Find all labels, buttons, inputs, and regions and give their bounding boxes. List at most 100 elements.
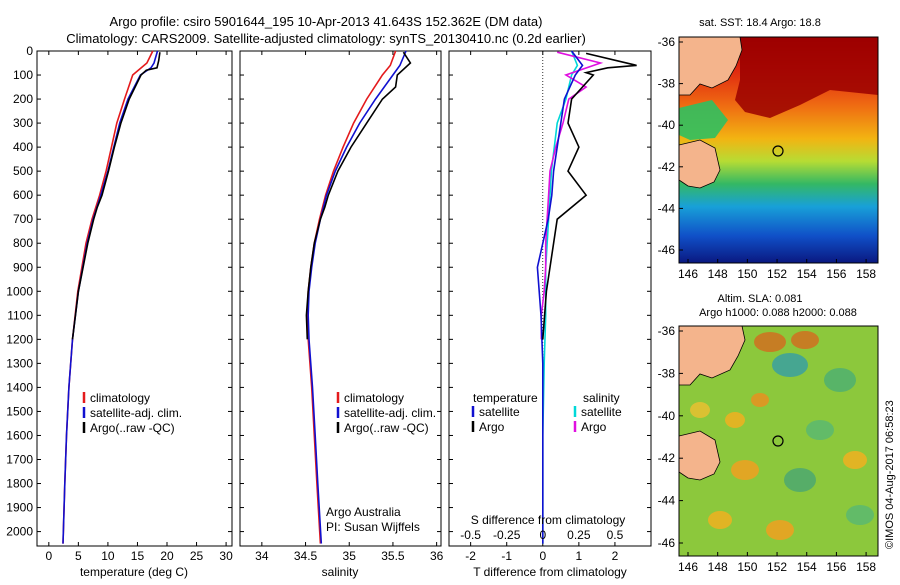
sal-argo-line bbox=[305, 51, 412, 340]
tasmania bbox=[679, 430, 721, 481]
x-tick-label: 20 bbox=[160, 549, 174, 563]
mainland-australia bbox=[679, 37, 743, 96]
x-tick-label: 0 bbox=[539, 549, 546, 563]
depth-tick-label: 1900 bbox=[6, 501, 33, 515]
temp-climatology-legend-label: climatology bbox=[90, 391, 150, 405]
figure-title-line1: Argo profile: csiro 5901644_195 10-Apr-2… bbox=[110, 14, 543, 29]
map-lon-label: 158 bbox=[856, 267, 876, 281]
figure-title-line2: Climatology: CARS2009. Satellite-adjuste… bbox=[66, 31, 586, 46]
sal-note-group: Argo Australia bbox=[326, 505, 401, 519]
sst-map-frame bbox=[678, 36, 879, 264]
x-tick-label: 0 bbox=[45, 549, 52, 563]
map-lon-label: 152 bbox=[767, 560, 787, 574]
depth-tick-label: 100 bbox=[13, 68, 33, 82]
depth-tick-label: 1600 bbox=[6, 428, 33, 442]
map-lat-label: -36 bbox=[658, 324, 676, 338]
sal-argo-legend-label: Argo(..raw -QC) bbox=[344, 421, 429, 435]
map-lon-label: 152 bbox=[767, 267, 787, 281]
s-diff-tick-label: 0.5 bbox=[607, 528, 624, 542]
x-tick-label: 34.5 bbox=[294, 549, 318, 563]
x-tick-label: 1 bbox=[576, 549, 583, 563]
s-diff-tick-label: 0 bbox=[539, 528, 546, 542]
temp-argo-legend-label: Argo(..raw -QC) bbox=[90, 421, 175, 435]
sla-eddy bbox=[708, 511, 732, 529]
depth-tick-label: 600 bbox=[13, 188, 33, 202]
sla-map-title1: Altim. SLA: 0.081 bbox=[718, 293, 803, 305]
diff-temp-argo-legend-label: Argo bbox=[479, 420, 505, 434]
depth-tick-label: 900 bbox=[13, 260, 33, 274]
temperature-panel-frame bbox=[36, 50, 233, 547]
x-tick-label: -2 bbox=[465, 549, 476, 563]
map-lon-label: 146 bbox=[678, 267, 698, 281]
depth-tick-label: 800 bbox=[13, 236, 33, 250]
map-lon-label: 148 bbox=[708, 560, 728, 574]
map-lon-label: 150 bbox=[737, 267, 757, 281]
sla-eddy bbox=[846, 505, 874, 525]
sal-climatology-legend-label: climatology bbox=[344, 391, 404, 405]
sla-map-frame bbox=[678, 325, 879, 557]
map-lat-label: -42 bbox=[658, 160, 676, 174]
difference-panel: -2 -1 0 1 2 -0.5 -0.25 0 0.25 0.5S difference fro… bbox=[448, 50, 652, 579]
map-lat-label: -36 bbox=[658, 35, 676, 49]
map-lon-label: 156 bbox=[826, 267, 846, 281]
map-lat-label: -42 bbox=[658, 451, 676, 465]
argo-position-marker bbox=[772, 435, 784, 447]
x-tick-label: 15 bbox=[131, 549, 145, 563]
warm-core-eddy bbox=[735, 37, 878, 118]
map-lat-label: -38 bbox=[658, 77, 676, 91]
map-lat-label: -38 bbox=[658, 366, 676, 380]
depth-tick-label: 1300 bbox=[6, 356, 33, 370]
map-lon-label: 154 bbox=[797, 560, 817, 574]
salinity-panel-frame bbox=[239, 50, 442, 547]
map-lat-label: -46 bbox=[658, 536, 676, 550]
x-tick-label: 25 bbox=[190, 549, 204, 563]
sst-map-title: sat. SST: 18.4 Argo: 18.8 bbox=[699, 17, 821, 29]
sla-eddy bbox=[766, 520, 794, 540]
sla-eddies bbox=[690, 331, 874, 540]
tasmania bbox=[679, 139, 721, 189]
map-lon-label: 156 bbox=[826, 560, 846, 574]
sla-eddy bbox=[690, 402, 710, 418]
temp-satellite-legend-label: satellite-adj. clim. bbox=[90, 406, 182, 420]
sla-eddy bbox=[754, 332, 786, 352]
map-lat-label: -44 bbox=[658, 201, 676, 215]
legend-salinity-title: salinity bbox=[583, 391, 620, 405]
depth-tick-label: 300 bbox=[13, 116, 33, 130]
s-diff-tick-label: 0.25 bbox=[567, 528, 591, 542]
t-diff-xlabel: T difference from climatology bbox=[473, 565, 627, 579]
legend-temperature-title: temperature bbox=[473, 391, 538, 405]
temperature-panel: 0100200300400500600700800900100011001200… bbox=[6, 44, 233, 579]
imos-stamp: ©IMOS 04-Aug-2017 06:58:23 bbox=[884, 400, 896, 549]
map-lat-label: -46 bbox=[658, 243, 676, 257]
sla-eddy bbox=[843, 451, 867, 469]
difference-panel-frame bbox=[448, 50, 652, 547]
sla-eddy bbox=[725, 412, 745, 428]
depth-tick-label: 0 bbox=[26, 44, 33, 58]
depth-tick-label: 1800 bbox=[6, 477, 33, 491]
x-tick-label: 2 bbox=[612, 549, 619, 563]
map-lon-label: 154 bbox=[797, 267, 817, 281]
bass-strait-water bbox=[679, 100, 728, 140]
map-lat-label: -40 bbox=[658, 409, 676, 423]
depth-tick-label: 1400 bbox=[6, 380, 33, 394]
sla-map: Altim. SLA: 0.081 Argo h1000: 0.088 h200… bbox=[658, 293, 879, 574]
depth-tick-label: 1200 bbox=[6, 332, 33, 346]
diff-temp-satellite-legend-label: satellite bbox=[479, 405, 520, 419]
depth-tick-label: 1500 bbox=[6, 404, 33, 418]
map-lon-label: 146 bbox=[678, 560, 698, 574]
depth-tick-label: 200 bbox=[13, 92, 33, 106]
x-tick-label: -1 bbox=[501, 549, 512, 563]
map-lat-label: -44 bbox=[658, 494, 676, 508]
sla-eddy bbox=[791, 331, 819, 349]
depth-tick-label: 700 bbox=[13, 212, 33, 226]
depth-tick-label: 1700 bbox=[6, 452, 33, 466]
depth-tick-label: 400 bbox=[13, 140, 33, 154]
depth-tick-label: 500 bbox=[13, 164, 33, 178]
map-lon-label: 150 bbox=[737, 560, 757, 574]
sal-note-pi: PI: Susan Wijffels bbox=[326, 520, 420, 534]
temp-xlabel: temperature (deg C) bbox=[80, 565, 188, 579]
sla-map-title2: Argo h1000: 0.088 h2000: 0.088 bbox=[699, 307, 857, 319]
map-lon-label: 158 bbox=[856, 560, 876, 574]
